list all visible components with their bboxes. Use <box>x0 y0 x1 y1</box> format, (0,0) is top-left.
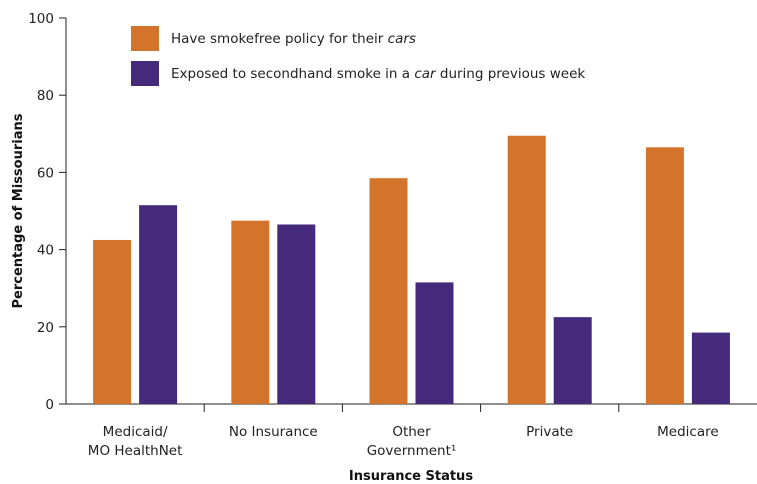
x-category-label: Other Government¹ <box>367 424 457 459</box>
x-axis-title: Insurance Status <box>349 469 473 484</box>
bar-secondhand-exposure-3 <box>553 317 592 404</box>
bar-smokefree-policy-4 <box>645 147 684 404</box>
labels: 0 20 40 60 80 100 Medicaid/MO HealthNet No Insu… <box>11 11 719 484</box>
bar-smokefree-policy-1 <box>231 220 270 404</box>
y-tick-label: 80 <box>37 88 54 104</box>
x-category-label: No Insurance <box>229 424 318 440</box>
legend-swatch <box>131 61 159 86</box>
y-tick-label: 0 <box>45 397 54 413</box>
x-category-label: Private <box>526 424 573 440</box>
bar-smokefree-policy-3 <box>507 135 546 405</box>
legend-label: Have smokefree policy for their cars <box>171 31 416 47</box>
bar-secondhand-exposure-0 <box>139 205 178 404</box>
legend-label: Exposed to secondhand smoke in a car dur… <box>171 66 585 82</box>
y-tick-label: 40 <box>37 243 54 259</box>
y-axis-title: Percentage of Missourians <box>11 113 26 308</box>
legend: Have smokefree policy for their cars Expo… <box>131 26 585 86</box>
bar-smokefree-policy-0 <box>93 239 132 404</box>
bar-secondhand-exposure-1 <box>277 224 316 404</box>
bars <box>93 135 730 405</box>
y-tick-label: 20 <box>37 320 54 336</box>
bar-secondhand-exposure-4 <box>691 332 730 404</box>
y-tick-label: 60 <box>37 165 54 181</box>
x-category-label: Medicare <box>657 424 719 440</box>
axes <box>59 17 757 412</box>
bar-secondhand-exposure-2 <box>415 282 454 404</box>
x-category-label: Medicaid/MO HealthNet <box>88 424 183 459</box>
y-tick-label: 100 <box>28 11 54 27</box>
bar-smokefree-policy-2 <box>369 178 408 404</box>
legend-swatch <box>131 26 159 51</box>
